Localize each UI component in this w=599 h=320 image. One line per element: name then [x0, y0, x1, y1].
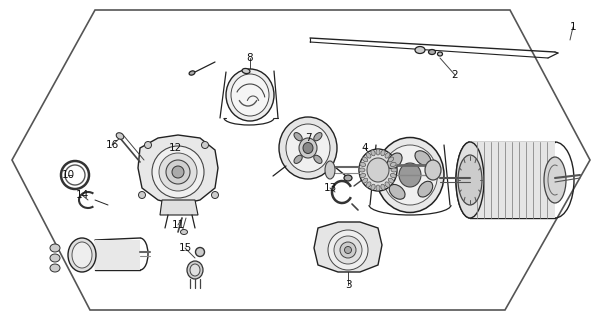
- Ellipse shape: [388, 157, 394, 162]
- Ellipse shape: [371, 184, 375, 190]
- Ellipse shape: [391, 173, 396, 178]
- Ellipse shape: [187, 261, 203, 279]
- Ellipse shape: [428, 50, 435, 54]
- Ellipse shape: [360, 162, 366, 166]
- Text: 15: 15: [179, 243, 192, 253]
- Ellipse shape: [279, 117, 337, 179]
- Polygon shape: [138, 135, 218, 205]
- Text: 4: 4: [362, 143, 368, 153]
- Ellipse shape: [399, 163, 421, 187]
- Text: 11: 11: [171, 220, 184, 230]
- Polygon shape: [95, 240, 140, 270]
- Ellipse shape: [383, 145, 437, 205]
- Ellipse shape: [437, 52, 443, 56]
- Ellipse shape: [201, 141, 208, 148]
- Ellipse shape: [166, 160, 190, 184]
- Ellipse shape: [294, 132, 302, 141]
- Ellipse shape: [138, 191, 146, 198]
- Ellipse shape: [299, 138, 317, 158]
- Polygon shape: [160, 200, 198, 215]
- Text: 13: 13: [323, 183, 337, 193]
- Text: 8: 8: [247, 53, 253, 63]
- Ellipse shape: [415, 46, 425, 53]
- Ellipse shape: [418, 181, 432, 197]
- Ellipse shape: [544, 157, 566, 203]
- Ellipse shape: [144, 141, 152, 148]
- Ellipse shape: [388, 153, 402, 169]
- Ellipse shape: [190, 264, 200, 276]
- Ellipse shape: [362, 157, 368, 162]
- Ellipse shape: [359, 149, 397, 191]
- Ellipse shape: [226, 69, 274, 121]
- Ellipse shape: [360, 173, 366, 178]
- Text: 12: 12: [168, 143, 181, 153]
- Ellipse shape: [344, 246, 352, 253]
- Ellipse shape: [376, 138, 444, 212]
- Ellipse shape: [180, 229, 187, 235]
- Ellipse shape: [362, 178, 368, 183]
- Ellipse shape: [391, 162, 396, 166]
- Ellipse shape: [376, 149, 380, 155]
- Text: 14: 14: [75, 190, 89, 200]
- Ellipse shape: [68, 238, 96, 272]
- Ellipse shape: [152, 146, 204, 198]
- Ellipse shape: [242, 68, 250, 74]
- Text: 2: 2: [452, 70, 458, 80]
- Ellipse shape: [458, 155, 482, 205]
- Polygon shape: [470, 142, 555, 218]
- Ellipse shape: [314, 155, 322, 164]
- Ellipse shape: [50, 254, 60, 262]
- Ellipse shape: [325, 161, 335, 179]
- Ellipse shape: [231, 74, 269, 116]
- Ellipse shape: [72, 242, 92, 268]
- Ellipse shape: [376, 185, 380, 191]
- Text: 16: 16: [105, 140, 119, 150]
- Ellipse shape: [189, 71, 195, 75]
- Ellipse shape: [294, 155, 302, 164]
- Ellipse shape: [366, 182, 371, 187]
- Text: 1: 1: [570, 22, 576, 32]
- Ellipse shape: [286, 124, 330, 172]
- Ellipse shape: [367, 158, 389, 182]
- Ellipse shape: [314, 132, 322, 141]
- Ellipse shape: [195, 247, 204, 257]
- Text: 3: 3: [344, 280, 351, 290]
- Ellipse shape: [385, 153, 390, 158]
- Ellipse shape: [172, 166, 184, 178]
- Text: 7: 7: [305, 133, 311, 143]
- Ellipse shape: [211, 191, 219, 198]
- Ellipse shape: [391, 168, 397, 172]
- Ellipse shape: [415, 151, 431, 165]
- Ellipse shape: [50, 244, 60, 252]
- Ellipse shape: [116, 133, 124, 139]
- Polygon shape: [314, 222, 382, 272]
- Ellipse shape: [340, 242, 356, 258]
- Ellipse shape: [381, 150, 385, 156]
- Ellipse shape: [371, 150, 375, 156]
- Ellipse shape: [456, 142, 484, 218]
- Ellipse shape: [159, 153, 197, 191]
- Ellipse shape: [389, 184, 405, 199]
- Ellipse shape: [366, 153, 371, 158]
- Ellipse shape: [344, 175, 352, 181]
- Ellipse shape: [328, 230, 368, 270]
- Text: 10: 10: [62, 170, 74, 180]
- Ellipse shape: [303, 142, 313, 154]
- Ellipse shape: [50, 264, 60, 272]
- Ellipse shape: [381, 184, 385, 190]
- Ellipse shape: [334, 236, 362, 264]
- Ellipse shape: [425, 160, 441, 180]
- Ellipse shape: [359, 168, 365, 172]
- Ellipse shape: [385, 182, 390, 187]
- Ellipse shape: [388, 178, 394, 183]
